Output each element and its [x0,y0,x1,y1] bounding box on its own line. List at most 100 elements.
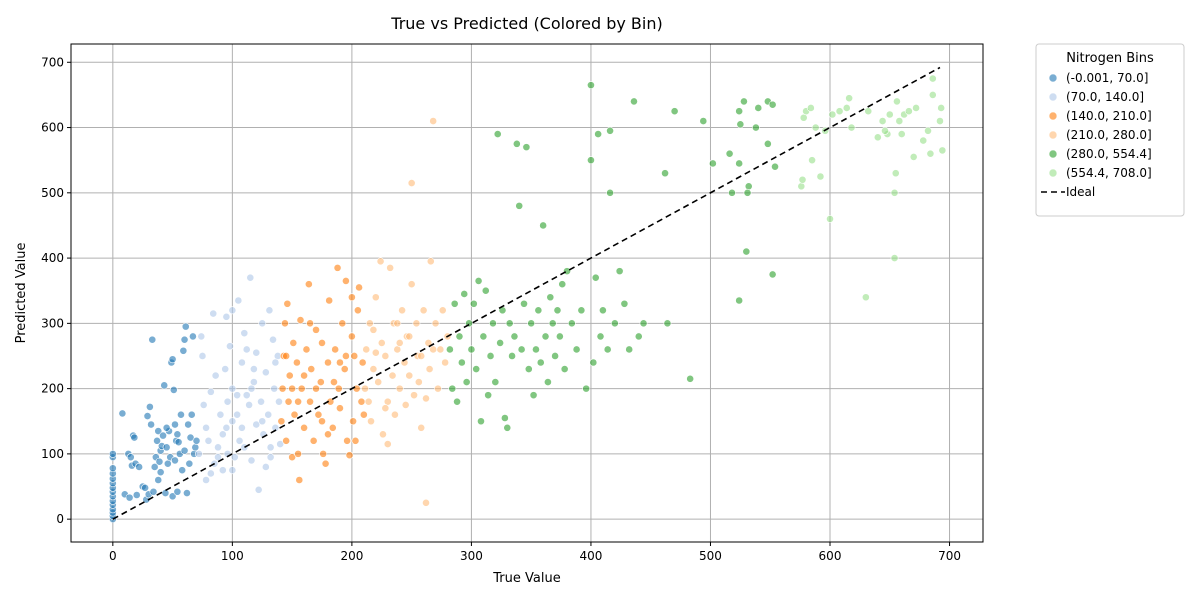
legend-title: Nitrogen Bins [1066,51,1154,66]
data-point-series-1 [276,440,285,448]
data-point-series-0 [154,476,163,484]
data-point-series-2 [350,352,359,360]
data-point-series-0 [171,420,179,429]
y-tick-label: 300 [41,316,64,330]
data-point-series-0 [108,464,117,473]
data-point-series-4 [524,365,533,373]
data-point-series-2 [290,410,299,419]
data-point-series-1 [228,417,237,426]
data-point-series-2 [336,358,344,367]
data-point-series-3 [371,348,380,357]
data-point-series-4 [744,182,753,191]
data-point-series-2 [324,430,332,439]
x-tick-label: 100 [221,549,244,563]
data-point-series-1 [247,384,256,393]
data-point-series-2 [357,397,366,406]
data-point-series-5 [826,215,834,223]
data-point-series-4 [536,358,545,367]
data-point-series-5 [808,156,816,165]
data-point-series-1 [214,443,222,452]
data-point-series-0 [143,412,152,420]
data-point-series-4 [512,139,521,148]
x-tick-label: 400 [579,549,602,563]
data-point-series-1 [242,345,251,354]
data-point-series-4 [686,374,695,383]
data-point-series-0 [173,487,182,496]
data-point-series-4 [736,120,745,129]
data-point-series-3 [377,339,386,347]
data-point-series-1 [258,319,267,328]
data-point-series-5 [835,107,844,116]
data-point-series-4 [462,378,471,386]
y-tick-label: 0 [56,512,64,526]
data-point-series-2 [359,410,368,419]
data-point-series-2 [293,358,301,367]
legend-marker [1048,92,1058,102]
data-point-series-5 [904,107,913,116]
data-point-series-3 [361,384,369,393]
data-point-series-3 [395,339,404,347]
data-point-series-4 [768,100,777,109]
data-point-series-0 [108,449,117,458]
data-point-series-1 [216,410,225,419]
data-point-series-3 [401,401,410,409]
data-point-series-1 [218,430,227,439]
data-point-series-1 [265,306,274,315]
data-point-series-0 [162,443,171,452]
data-point-series-3 [429,117,438,125]
data-point-series-5 [919,136,928,145]
legend-label: (210.0, 280.0] [1066,128,1152,142]
x-tick-label: 0 [109,549,117,563]
data-point-series-2 [277,417,286,426]
data-point-series-0 [185,459,194,468]
data-point-series-4 [610,319,619,328]
data-point-series-4 [539,221,548,230]
data-point-series-4 [448,384,457,393]
data-point-series-3 [412,319,421,328]
data-point-series-4 [591,273,600,282]
data-point-series-2 [307,365,316,373]
data-point-series-1 [245,401,253,409]
data-point-series-2 [281,319,289,328]
data-point-series-5 [909,153,918,161]
data-point-series-0 [145,402,154,411]
x-tick-label: 200 [340,549,363,563]
data-point-series-1 [261,368,270,377]
data-point-series-2 [351,436,360,445]
data-point-series-3 [374,378,383,386]
data-point-series-1 [264,410,273,419]
y-tick-label: 400 [41,251,64,265]
data-point-series-5 [890,188,899,197]
data-point-series-4 [735,107,744,116]
data-point-series-2 [289,339,298,347]
data-point-series-1 [261,463,270,471]
data-point-series-5 [890,254,899,262]
data-point-series-3 [381,352,390,360]
data-point-series-1 [271,358,280,367]
data-point-series-1 [249,365,258,373]
data-point-series-4 [500,414,509,422]
data-point-series-2 [336,404,344,413]
data-point-series-4 [546,293,555,302]
data-point-series-1 [247,456,256,465]
data-point-series-0 [149,487,158,496]
data-point-series-2 [328,423,337,432]
data-point-series-0 [174,438,183,447]
data-point-series-5 [881,126,889,135]
data-point-series-2 [325,296,334,305]
chart-title: True vs Predicted (Colored by Bin) [390,14,662,33]
data-point-series-4 [555,332,564,341]
data-point-series-3 [367,417,375,426]
data-point-series-0 [150,463,159,471]
data-point-series-3 [371,293,380,302]
data-point-series-0 [171,456,179,465]
data-point-series-4 [460,290,469,298]
data-point-series-1 [270,384,279,393]
data-point-series-0 [148,335,157,344]
data-point-series-0 [179,346,188,355]
data-point-series-3 [422,498,430,507]
data-point-series-0 [183,489,191,497]
data-point-series-2 [284,397,293,406]
data-point-series-5 [797,182,806,191]
legend-marker [1048,149,1058,159]
